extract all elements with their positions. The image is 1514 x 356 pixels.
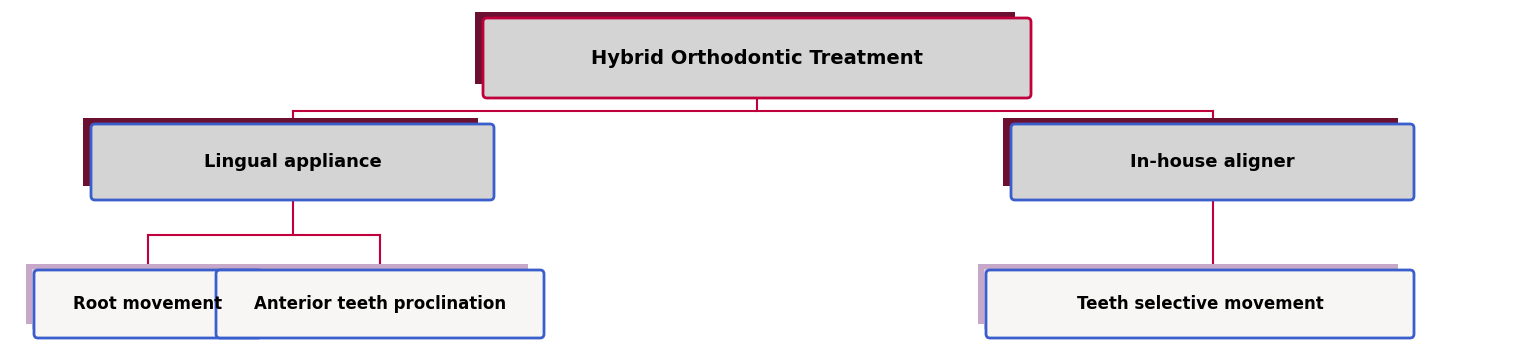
Bar [213, 269, 534, 329]
FancyBboxPatch shape [91, 124, 494, 200]
FancyBboxPatch shape [483, 18, 1031, 98]
Text: Anterior teeth proclination: Anterior teeth proclination [254, 295, 506, 313]
Bar [984, 269, 1403, 329]
Bar [26, 264, 245, 324]
Text: Hybrid Orthodontic Treatment: Hybrid Orthodontic Treatment [590, 48, 924, 68]
Bar [83, 118, 478, 186]
FancyBboxPatch shape [33, 270, 262, 338]
Bar [1002, 118, 1397, 186]
Text: Teeth selective movement: Teeth selective movement [1076, 295, 1323, 313]
Bar [475, 12, 1014, 84]
Text: Root movement: Root movement [74, 295, 223, 313]
Text: In-house aligner: In-house aligner [1129, 153, 1294, 171]
Text: Lingual appliance: Lingual appliance [203, 153, 382, 171]
Bar [978, 264, 1397, 324]
Bar [207, 264, 528, 324]
FancyBboxPatch shape [1011, 124, 1414, 200]
FancyBboxPatch shape [986, 270, 1414, 338]
Bar [32, 269, 251, 329]
FancyBboxPatch shape [217, 270, 544, 338]
